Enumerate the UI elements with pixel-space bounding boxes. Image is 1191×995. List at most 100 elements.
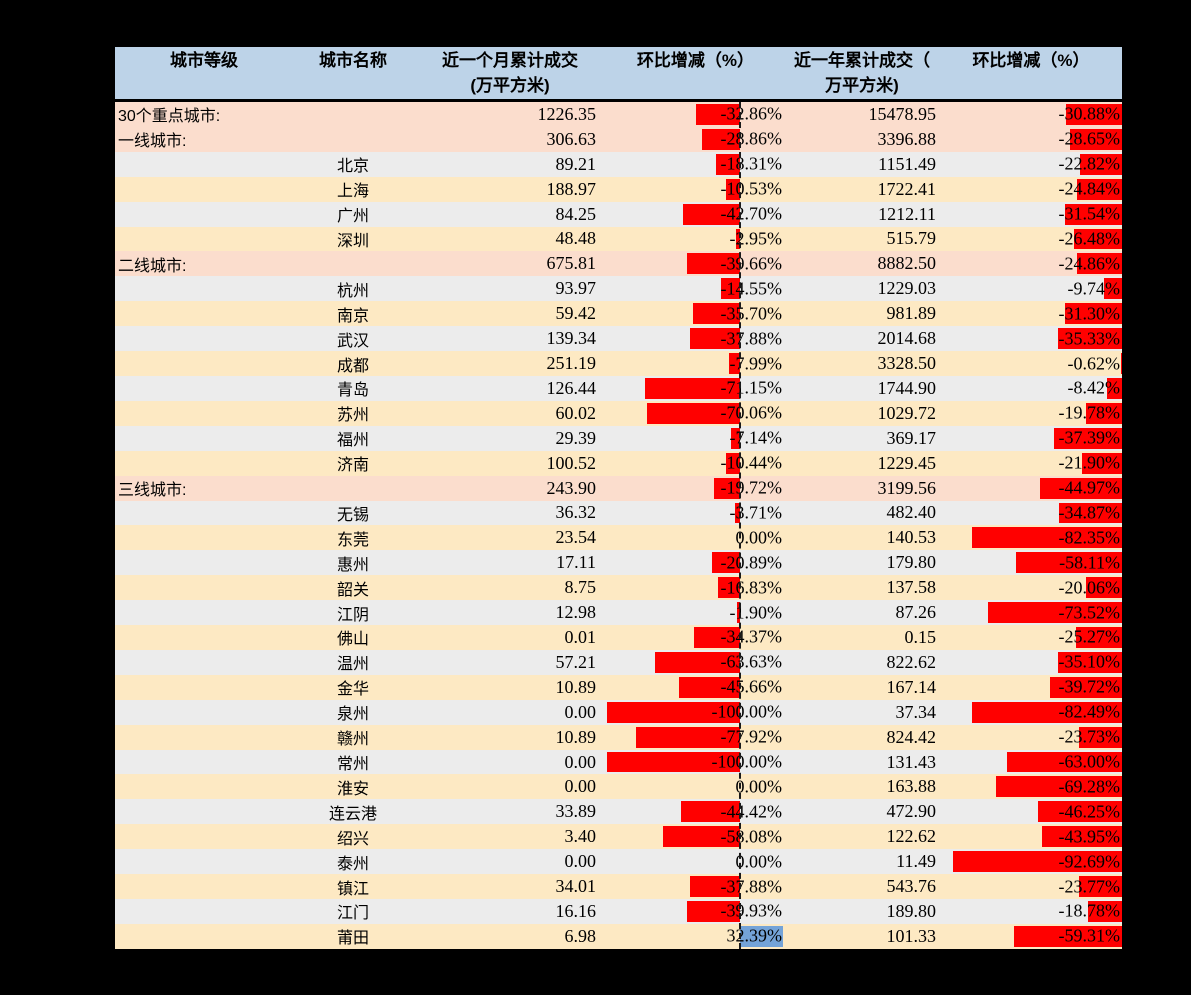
year-total-cell: 1151.49 [878,153,936,174]
table-row: 北京 89.21 -18.31% 1151.49 -22.82% [115,151,1122,177]
yoy-data-bar [1058,502,1122,524]
yoy-change-cell: -24.84% [940,177,1122,202]
header-city-name-label: 城市名称 [319,51,387,70]
mom-change-value: -2.95% [729,228,783,249]
mom-data-bar [655,651,740,673]
year-total-cell: 122.62 [886,826,937,847]
table-row: 广州 84.25 -42.70% 1212.11 -31.54% [115,201,1122,227]
mom-data-bar [701,128,740,150]
month-total-cell: 0.00 [564,851,597,872]
month-total-cell: 251.19 [546,353,597,374]
tier-cell: 二线城市: [118,257,187,275]
city-cell: 镇江 [336,880,369,898]
yoy-data-bar [1040,477,1122,499]
year-total-cell: 137.58 [886,577,937,598]
table-row: 上海 188.97 -10.53% 1722.41 -24.84% [115,176,1122,202]
table-row: 成都 251.19 -7.99% 3328.50 -0.62% [115,351,1122,376]
header-month-total-line1: 近一个月累计成交 [442,51,578,70]
mom-change-value: -39.66% [720,253,783,274]
mom-change-value: 32.39% [726,925,783,946]
mom-data-bar [689,876,740,897]
yoy-data-bar [1057,328,1122,350]
yoy-data-bar [1037,801,1122,823]
header-month-total: 近一个月累计成交 (万平方米) [413,47,607,99]
yoy-change-value: -20.06% [1058,577,1121,598]
city-cell: 金华 [336,681,369,699]
year-total-cell: 87.26 [895,602,937,623]
yoy-data-bar [1016,552,1122,574]
yoy-change-cell: -26.48% [940,227,1122,252]
year-total-cell: 140.53 [886,527,937,548]
month-total-cell: 36.32 [555,502,597,523]
month-total-cell: 29.39 [555,427,597,448]
table-row: 福州 29.39 -7.14% 369.17 -37.39% [115,425,1122,451]
mom-change-value: -16.83% [720,577,783,598]
city-cell: 杭州 [336,282,369,300]
month-total-cell: 57.21 [555,651,597,672]
table-row: 镇江 34.01 -37.88% 543.76 -23.77% [115,874,1122,899]
yoy-data-bar [1078,726,1122,748]
mom-change-value: -3.71% [729,502,783,523]
yoy-change-value: -46.25% [1058,801,1121,822]
mom-change-cell: -100.00% [607,750,784,775]
yoy-data-bar [1076,253,1122,275]
city-cell: 惠州 [336,556,369,574]
yoy-change-value: -34.87% [1058,502,1121,523]
table-row: 杭州 93.97 -14.55% 1229.03 -9.74% [115,276,1122,302]
month-total-cell: 188.97 [546,178,597,199]
year-total-cell: 101.33 [886,925,937,946]
mom-change-cell: -10.53% [607,177,784,202]
table-row: 青岛 126.44 -71.15% 1744.90 -8.42% [115,375,1122,401]
mom-change-value: -10.53% [720,178,783,199]
header-year-total-line2: 万平方米) [825,76,899,95]
yoy-change-value: -63.00% [1058,751,1121,772]
mom-change-cell: 0.00% [607,774,784,799]
yoy-change-value: -25.27% [1058,626,1121,647]
month-total-cell: 3.40 [564,826,597,847]
mom-change-value: -34.37% [720,626,783,647]
mom-change-cell: -100.00% [607,700,784,725]
mom-change-value: -63.63% [720,651,783,672]
table-row: 苏州 60.02 -70.06% 1029.72 -19.78% [115,400,1122,426]
month-total-cell: 6.98 [564,925,597,946]
yoy-change-value: -43.95% [1058,826,1121,847]
yoy-change-value: -18.78% [1058,900,1121,921]
yoy-change-cell: -35.33% [940,326,1122,351]
yoy-data-bar [1007,751,1122,773]
mom-change-value: -58.08% [720,826,783,847]
mom-change-cell: -28.86% [607,127,784,152]
tier-cell: 一线城市: [118,133,187,151]
city-cell: 赣州 [336,731,369,749]
table-row: 30个重点城市: 1226.35 -32.86% 15478.95 -30.88% [115,102,1122,127]
yoy-data-bar [1073,228,1122,250]
mom-change-value: -20.89% [720,552,783,573]
yoy-data-bar [1106,377,1122,399]
yoy-data-bar [972,527,1122,549]
mom-change-cell: -70.06% [607,401,784,426]
year-total-cell: 369.17 [886,427,937,448]
mom-change-cell: -39.66% [607,251,784,276]
table-row: 惠州 17.11 -20.89% 179.80 -58.11% [115,550,1122,576]
yoy-change-cell: -92.69% [940,849,1122,874]
yoy-data-bar [1049,676,1122,698]
year-total-cell: 822.62 [886,651,937,672]
mom-change-cell: -16.83% [607,575,784,600]
mom-data-bar [680,801,740,823]
yoy-data-bar [1078,876,1122,897]
yoy-change-cell: -31.30% [940,301,1122,326]
header-city-tier-label: 城市等级 [170,51,238,70]
header-city-name: 城市名称 [293,47,413,99]
month-total-cell: 10.89 [555,726,597,747]
year-total-cell: 1722.41 [877,178,937,199]
mom-change-cell: 32.39% [607,924,784,949]
month-total-cell: 139.34 [546,328,597,349]
year-total-cell: 179.80 [886,552,937,573]
yoy-data-bar [1120,353,1122,374]
yoy-data-bar [1065,303,1122,325]
yoy-change-cell: -30.88% [940,102,1122,127]
mom-change-value: -45.66% [720,676,783,697]
month-total-cell: 93.97 [555,278,597,299]
mom-change-cell: -37.88% [607,874,784,899]
table-row: 武汉 139.34 -37.88% 2014.68 -35.33% [115,326,1122,352]
